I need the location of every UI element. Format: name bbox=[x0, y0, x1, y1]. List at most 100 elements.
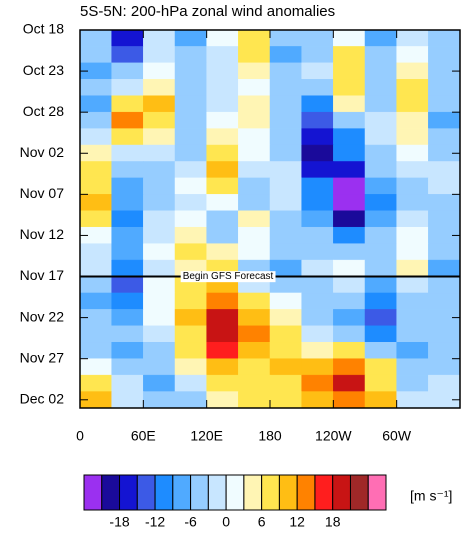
heatmap-cell bbox=[174, 325, 207, 343]
heatmap-cell bbox=[238, 292, 271, 310]
heatmap-cell bbox=[396, 259, 429, 277]
heatmap-cell bbox=[428, 177, 461, 195]
heatmap-cell bbox=[364, 309, 397, 327]
heatmap-cell bbox=[428, 79, 461, 96]
heatmap-cell bbox=[269, 194, 302, 212]
heatmap-cell bbox=[238, 210, 271, 228]
x-tick-label: 120W bbox=[315, 428, 352, 444]
colorbar-box bbox=[243, 474, 263, 511]
heatmap-cell bbox=[174, 342, 207, 359]
heatmap-cell bbox=[428, 128, 461, 146]
colorbar-box bbox=[119, 474, 138, 511]
heatmap-cell bbox=[269, 210, 302, 228]
heatmap-cell bbox=[364, 342, 397, 359]
heatmap-cell bbox=[206, 226, 239, 244]
heatmap-cell bbox=[301, 358, 334, 376]
heatmap-cell bbox=[111, 79, 144, 96]
heatmap-cell bbox=[428, 243, 461, 261]
heatmap-cell bbox=[333, 259, 366, 277]
heatmap-cell bbox=[79, 342, 112, 359]
heatmap-cell bbox=[206, 243, 239, 261]
heatmap-cell bbox=[206, 309, 239, 327]
heatmap-cell bbox=[396, 210, 429, 228]
heatmap-cell bbox=[428, 276, 461, 294]
heatmap-cell bbox=[174, 177, 207, 195]
heatmap-cell bbox=[301, 177, 334, 195]
heatmap-cell bbox=[143, 144, 176, 162]
heatmap-cell bbox=[301, 194, 334, 212]
heatmap-cell bbox=[111, 161, 144, 179]
heatmap-cell bbox=[143, 29, 176, 47]
heatmap-cell bbox=[206, 374, 239, 392]
heatmap-cell bbox=[206, 292, 239, 310]
colorbar-box bbox=[278, 474, 298, 511]
heatmap-cell bbox=[364, 29, 397, 47]
heatmap-cell bbox=[301, 161, 334, 179]
heatmap-cell bbox=[143, 161, 176, 179]
heatmap-cell bbox=[301, 29, 334, 47]
heatmap-cell bbox=[396, 95, 429, 113]
heatmap-cell bbox=[143, 62, 176, 80]
heatmap-cell bbox=[396, 46, 429, 64]
heatmap-cell bbox=[79, 325, 112, 343]
heatmap-cell bbox=[174, 62, 207, 80]
heatmap-cell bbox=[111, 95, 144, 113]
heatmap-cell bbox=[269, 243, 302, 261]
heatmap-cell bbox=[111, 309, 144, 327]
heatmap-cell bbox=[238, 325, 271, 343]
heatmap-cell bbox=[364, 161, 397, 179]
heatmap-cell bbox=[111, 276, 144, 294]
heatmap-cell bbox=[238, 79, 271, 96]
heatmap-cell bbox=[269, 342, 302, 359]
heatmap-cell bbox=[79, 194, 112, 212]
heatmap-cell bbox=[364, 391, 397, 409]
heatmap-cell bbox=[333, 95, 366, 113]
heatmap-cell bbox=[333, 62, 366, 80]
heatmap-cell bbox=[111, 243, 144, 261]
colorbar-box bbox=[172, 474, 192, 511]
heatmap-cell bbox=[428, 194, 461, 212]
heatmap-cell bbox=[364, 79, 397, 96]
heatmap-cell bbox=[364, 325, 397, 343]
heatmap-cell bbox=[174, 210, 207, 228]
heatmap-cell bbox=[333, 391, 366, 409]
heatmap-cell bbox=[269, 95, 302, 113]
heatmap-cell bbox=[143, 276, 176, 294]
colorbar-box bbox=[296, 474, 316, 511]
heatmap-cell bbox=[206, 177, 239, 195]
heatmap-cell bbox=[301, 46, 334, 64]
heatmap-cell bbox=[396, 374, 429, 392]
heatmap-cell bbox=[111, 325, 144, 343]
heatmap-cell bbox=[238, 309, 271, 327]
heatmap-cell bbox=[333, 243, 366, 261]
heatmap-cell bbox=[174, 79, 207, 96]
heatmap-cell bbox=[301, 95, 334, 113]
heatmap-cell bbox=[301, 292, 334, 310]
heatmap-cell bbox=[174, 292, 207, 310]
heatmap-cell bbox=[79, 177, 112, 195]
heatmap-cell bbox=[111, 144, 144, 162]
heatmap-cell bbox=[174, 111, 207, 129]
heatmap-cell bbox=[364, 62, 397, 80]
heatmap-cell bbox=[333, 374, 366, 392]
heatmap-cell bbox=[269, 358, 302, 376]
heatmap-cell bbox=[301, 309, 334, 327]
colorbar-label: [m s⁻¹] bbox=[410, 488, 452, 504]
heatmap-cell bbox=[333, 177, 366, 195]
heatmap-cell bbox=[206, 194, 239, 212]
heatmap-cell bbox=[269, 325, 302, 343]
heatmap-cell bbox=[396, 276, 429, 294]
y-tick-label: Oct 23 bbox=[23, 62, 64, 78]
heatmap-cell bbox=[333, 358, 366, 376]
heatmap-cell bbox=[143, 325, 176, 343]
colorbar-box bbox=[190, 474, 209, 511]
heatmap-cell bbox=[333, 342, 366, 359]
heatmap-cell bbox=[301, 128, 334, 146]
heatmap-cell bbox=[238, 144, 271, 162]
heatmap-cell bbox=[364, 276, 397, 294]
heatmap-cell bbox=[396, 29, 429, 47]
heatmap-cell bbox=[143, 391, 176, 409]
heatmap-cell bbox=[79, 210, 112, 228]
heatmap-cell bbox=[111, 292, 144, 310]
heatmap-cell bbox=[396, 79, 429, 96]
